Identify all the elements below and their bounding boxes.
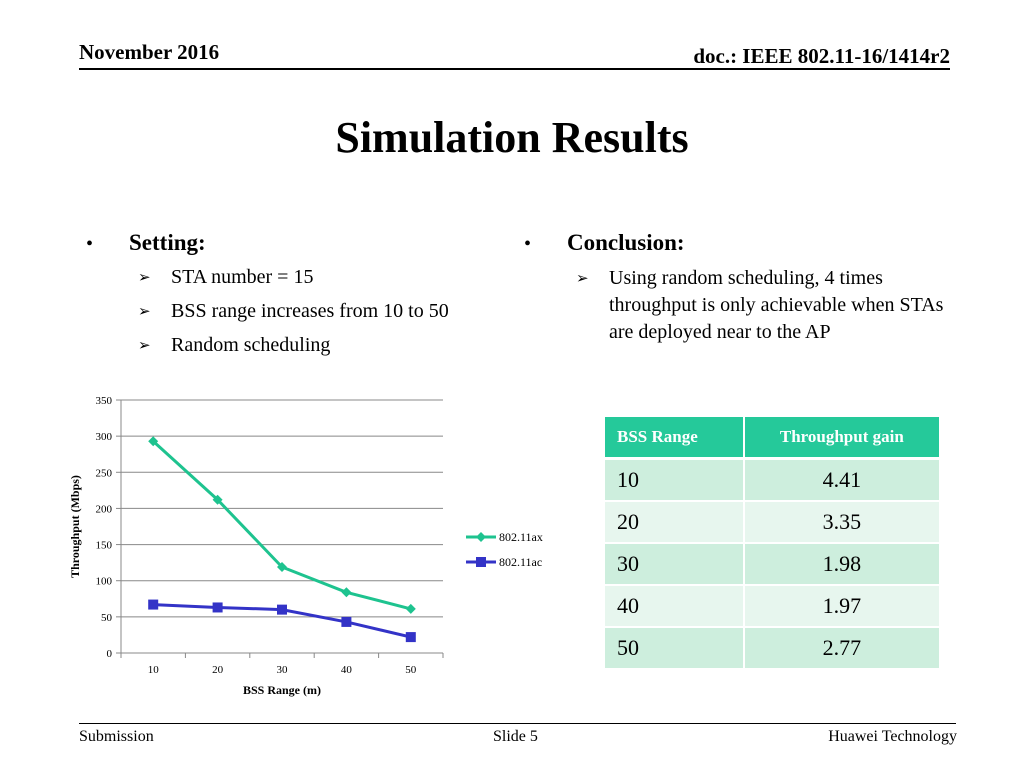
y-tick-label: 50 [101, 612, 113, 624]
cell-bss-range: 20 [605, 501, 745, 544]
cell-throughput-gain: 1.98 [743, 543, 939, 586]
y-tick-label: 150 [96, 540, 113, 552]
table-row: 50 2.77 [605, 627, 939, 670]
legend-label-802.11ax: 802.11ax [499, 530, 543, 544]
cell-throughput-gain: 1.97 [743, 585, 939, 628]
table-row: 20 3.35 [605, 501, 939, 544]
legend-label-802.11ac: 802.11ac [499, 555, 542, 569]
table-row: 10 4.41 [605, 458, 939, 502]
arrow-bullet-icon: ➢ [138, 302, 151, 320]
conclusion-heading-row: • Conclusion: [520, 230, 950, 256]
data-point-802.11ax [212, 494, 223, 505]
y-tick-label: 0 [107, 648, 113, 660]
header-date: November 2016 [79, 40, 220, 64]
data-point-802.11ac [277, 604, 287, 615]
bullet-icon: • [86, 233, 94, 255]
x-tick-label: 20 [212, 664, 224, 676]
header-doc-id: doc.: IEEE 802.11-16/1414r2 [693, 44, 950, 68]
throughput-chart-svg: 0 50 100 150 200 250 300 350 10 20 30 40 50 BSS Range… [68, 395, 543, 697]
setting-item-text: STA number = 15 [171, 266, 314, 288]
setting-heading-row: • Setting: [82, 230, 512, 256]
data-point-802.11ax [277, 561, 287, 572]
footer-submission: Submission [79, 728, 154, 745]
setting-section: • Setting: ➢ STA number = 15 ➢ BSS range… [82, 230, 512, 359]
setting-item: ➢ BSS range increases from 10 to 50 [138, 298, 512, 325]
x-tick-label: 40 [341, 664, 353, 676]
page-title: Simulation Results [335, 113, 689, 162]
data-point-802.11ac [212, 602, 223, 613]
column-header-throughput-gain: Throughput gain [743, 417, 939, 459]
data-point-802.11ax [405, 603, 416, 614]
arrow-bullet-icon: ➢ [138, 268, 151, 286]
cell-throughput-gain: 2.77 [743, 627, 939, 670]
data-point-802.11ac [405, 632, 416, 643]
data-point-802.11ax [341, 587, 352, 598]
cell-bss-range: 10 [605, 458, 745, 502]
table-header-row: BSS Range Throughput gain [605, 417, 939, 459]
y-tick-label: 300 [96, 431, 113, 443]
x-tick-label: 50 [405, 664, 417, 676]
throughput-chart: 0 50 100 150 200 250 300 350 10 20 30 40 50 BSS Range… [62, 388, 562, 708]
setting-item: ➢ STA number = 15 [138, 264, 512, 291]
footer-rule [79, 723, 956, 724]
arrow-bullet-icon: ➢ [138, 336, 151, 354]
cell-bss-range: 30 [605, 543, 745, 586]
cell-bss-range: 50 [605, 627, 745, 670]
cell-throughput-gain: 4.41 [743, 458, 939, 502]
table-row: 40 1.97 [605, 585, 939, 628]
setting-item-text: Random scheduling [171, 334, 331, 356]
bullet-icon: • [524, 233, 532, 255]
y-tick-label: 200 [96, 503, 113, 515]
conclusion-section: • Conclusion: ➢ Using random scheduling,… [520, 230, 950, 346]
data-point-802.11ax [148, 436, 159, 447]
footer-company: Huawei Technology [828, 728, 957, 745]
setting-item-text: BSS range increases from 10 to 50 [171, 300, 449, 322]
y-tick-label: 100 [96, 576, 113, 588]
table-row: 30 1.98 [605, 543, 939, 586]
x-tick-label: 10 [148, 664, 160, 676]
column-header-bss-range: BSS Range [605, 417, 745, 459]
legend-marker-802.11ac [476, 557, 486, 567]
series-line-802.11ax [152, 440, 412, 611]
y-axis-title: Throughput (Mbps) [68, 475, 82, 578]
cell-throughput-gain: 3.35 [743, 501, 939, 544]
footer-slide-number: Slide 5 [493, 728, 538, 745]
conclusion-heading: Conclusion: [567, 230, 685, 255]
header-rule [79, 68, 950, 70]
data-point-802.11ac [341, 616, 352, 627]
arrow-bullet-icon: ➢ [576, 269, 589, 287]
throughput-gain-table: BSS Range Throughput gain 10 4.41 20 3.3… [605, 417, 939, 670]
data-point-802.11ac [148, 599, 159, 610]
conclusion-item: ➢ Using random scheduling, 4 times throu… [576, 265, 950, 346]
y-tick-label: 250 [96, 467, 113, 479]
legend-marker-802.11ax [476, 532, 486, 542]
setting-heading: Setting: [129, 230, 206, 255]
x-tick-label: 30 [277, 664, 289, 676]
cell-bss-range: 40 [605, 585, 745, 628]
conclusion-item-text: Using random scheduling, 4 times through… [609, 267, 944, 343]
y-tick-label: 350 [96, 395, 113, 407]
setting-item: ➢ Random scheduling [138, 332, 512, 359]
x-axis-title: BSS Range (m) [243, 683, 321, 697]
